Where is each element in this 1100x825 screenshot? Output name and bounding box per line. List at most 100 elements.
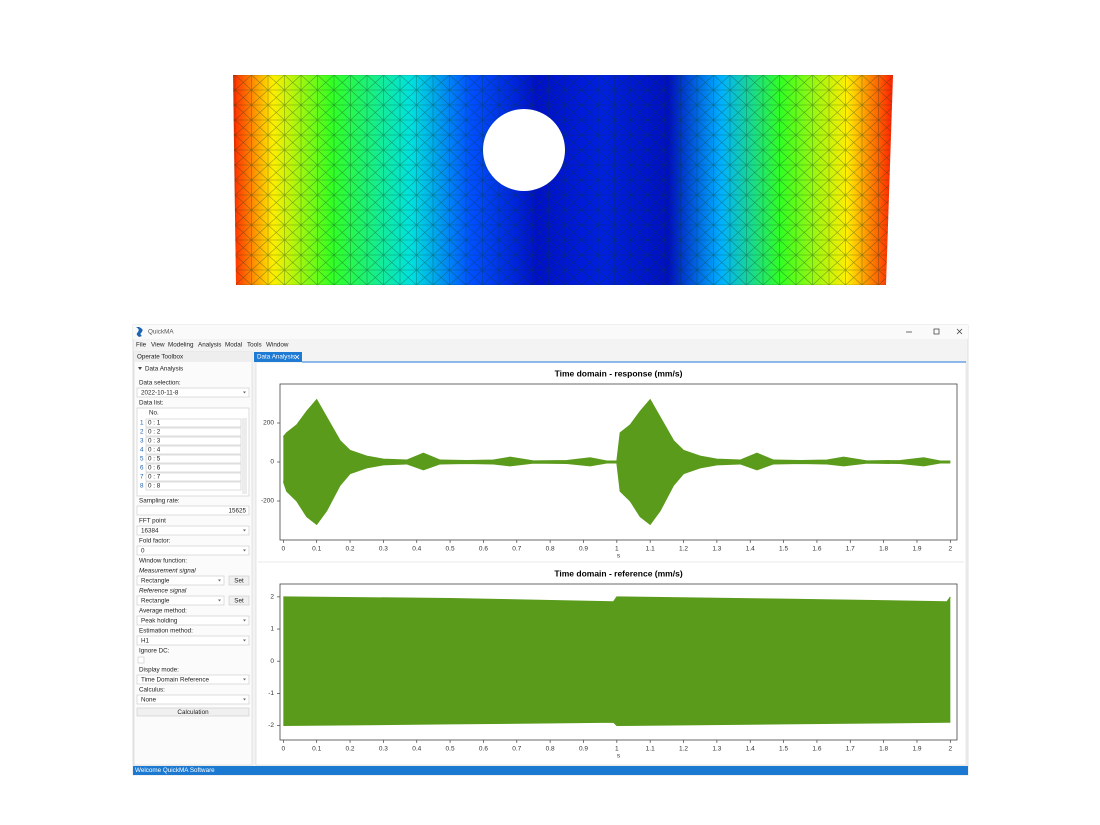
row-label: 0 : 3 (148, 438, 161, 445)
x-tick-label: 1.5 (779, 746, 788, 753)
combo-box[interactable] (136, 575, 225, 586)
menu-item[interactable]: Modeling (168, 342, 194, 349)
combo-arrow (243, 549, 246, 552)
x-tick-label: 1.8 (879, 546, 888, 553)
row-number: 2 (140, 429, 144, 436)
field-label: FFT point (139, 518, 166, 525)
field-label: Data selection: (139, 380, 181, 387)
field-label: Average method: (139, 608, 187, 615)
row-label: 0 : 2 (148, 429, 161, 436)
row-label: 0 : 5 (148, 456, 161, 463)
x-tick-label: 0.8 (546, 746, 555, 753)
checkbox[interactable] (137, 656, 145, 664)
tab-label: Data Analysis (257, 354, 295, 361)
signal-band (283, 596, 951, 726)
list-row[interactable] (145, 445, 242, 455)
signal-envelope (283, 721, 951, 727)
y-tick-label: -2 (268, 722, 274, 729)
menu-item[interactable]: File (136, 342, 147, 349)
field-label: Window function: (139, 558, 187, 565)
list-row[interactable] (145, 436, 242, 446)
x-tick-label: 1.7 (846, 746, 855, 753)
x-tick-label: 2 (949, 746, 953, 753)
list-header: No. (149, 410, 159, 417)
scrollbar (242, 418, 247, 494)
x-tick-label: 0 (282, 746, 286, 753)
row-number: 7 (140, 474, 144, 481)
combo-box[interactable] (136, 545, 250, 556)
x-tick-label: 1.9 (912, 546, 921, 553)
combo-box[interactable] (136, 387, 250, 398)
x-tick-label: 0.8 (546, 546, 555, 553)
signal-label: Reference signal (139, 588, 187, 595)
row-number: 3 (140, 438, 144, 445)
combo-arrow (218, 579, 221, 582)
calculation-button[interactable] (136, 707, 250, 717)
signal-envelope (282, 462, 951, 526)
y-tick-label: 0 (270, 459, 274, 466)
x-axis-label: s (617, 753, 621, 760)
combo-arrow (243, 391, 246, 394)
x-tick-label: 1.6 (812, 546, 821, 553)
x-tick-label: 1 (615, 546, 619, 553)
x-tick-label: 1.7 (846, 546, 855, 553)
list-row[interactable] (145, 472, 242, 482)
x-tick-label: 0.3 (379, 746, 388, 753)
x-tick-label: 1.4 (746, 546, 755, 553)
menu-item[interactable]: Modal (225, 342, 242, 349)
field-label: Estimation method: (139, 628, 193, 635)
combo-box[interactable] (136, 694, 250, 705)
list-row[interactable] (145, 481, 242, 491)
combo-box[interactable] (136, 674, 250, 685)
signal-label: Measurement signal (139, 568, 196, 575)
combo-value: 16384 (141, 527, 159, 534)
x-tick-label: 0.5 (446, 746, 455, 753)
list-row[interactable] (145, 463, 242, 473)
row-label: 0 : 1 (148, 420, 161, 427)
button-label: Set (234, 577, 244, 584)
plot-frame (279, 583, 958, 741)
signal-envelope (283, 596, 951, 603)
menu-item[interactable]: View (151, 342, 165, 349)
x-tick-label: 1.5 (779, 546, 788, 553)
combo-value: Time Domain Reference (141, 676, 210, 683)
menu-item[interactable]: Tools (247, 342, 262, 349)
status-text: Welcome QuickMA Software (135, 767, 215, 774)
x-tick-label: 0.6 (479, 746, 488, 753)
list-row[interactable] (145, 427, 242, 437)
combo-arrow (218, 599, 221, 602)
x-tick-label: 0 (282, 546, 286, 553)
field-label: Ignore DC: (139, 648, 170, 655)
y-tick-label: 0 (270, 658, 274, 665)
set-button[interactable] (228, 595, 250, 606)
list-row[interactable] (145, 418, 242, 428)
x-tick-label: 0.2 (346, 746, 355, 753)
text-field[interactable] (136, 505, 250, 516)
button-label: Calculation (177, 709, 209, 716)
x-tick-label: 1.4 (746, 746, 755, 753)
section-title: Data Analysis (145, 366, 183, 373)
x-axis-label: s (617, 553, 621, 560)
x-tick-label: 0.4 (412, 746, 421, 753)
combo-box[interactable] (136, 635, 250, 646)
combo-arrow (243, 619, 246, 622)
set-button[interactable] (228, 575, 250, 586)
list-row[interactable] (145, 454, 242, 464)
menu-item[interactable]: Window (266, 342, 289, 349)
combo-arrow (243, 678, 246, 681)
row-number: 6 (140, 465, 144, 472)
combo-box[interactable] (136, 595, 225, 606)
signal-band (283, 399, 951, 525)
x-tick-label: 0.9 (579, 746, 588, 753)
combo-value: 2022-10-11-8 (141, 389, 179, 396)
fem-contour (233, 75, 893, 285)
x-tick-label: 1.3 (712, 746, 721, 753)
combo-box[interactable] (136, 525, 250, 536)
menu-item[interactable]: Analysis (198, 342, 221, 349)
row-number: 8 (140, 483, 144, 490)
x-tick-label: 0.6 (479, 546, 488, 553)
chart-title: Time domain - response (mm/s) (555, 368, 683, 378)
x-tick-label: 1.3 (712, 546, 721, 553)
combo-box[interactable] (136, 615, 250, 626)
combo-arrow (243, 639, 246, 642)
